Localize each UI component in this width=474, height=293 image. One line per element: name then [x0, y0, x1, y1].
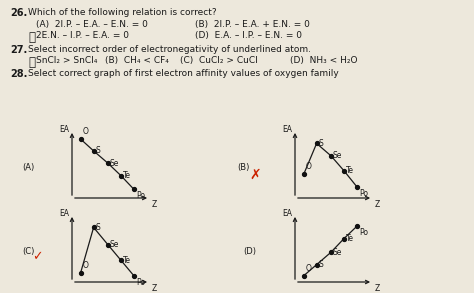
Text: Po: Po	[136, 191, 145, 200]
Text: Se: Se	[333, 151, 342, 160]
Text: Se: Se	[110, 240, 119, 249]
Text: Te: Te	[123, 171, 131, 180]
Text: Select incorrect order of electronegativity of underlined atom.: Select incorrect order of electronegativ…	[28, 45, 311, 54]
Text: EA: EA	[59, 125, 69, 134]
Text: (B)  CH₄ < CF₄: (B) CH₄ < CF₄	[105, 56, 169, 65]
Text: Se: Se	[110, 159, 119, 168]
Text: 26.: 26.	[10, 8, 27, 18]
Text: O: O	[82, 127, 89, 136]
Text: (A): (A)	[22, 163, 34, 172]
Text: (B): (B)	[237, 163, 249, 172]
Text: (A)  2I.P. – E.A. – E.N. = 0: (A) 2I.P. – E.A. – E.N. = 0	[36, 20, 148, 29]
Text: S: S	[96, 146, 100, 155]
Text: SnCl₂ > SnCl₄: SnCl₂ > SnCl₄	[36, 56, 97, 65]
Text: Se: Se	[333, 248, 342, 257]
Text: (D): (D)	[243, 247, 256, 256]
Text: Z: Z	[375, 200, 380, 209]
Text: Po: Po	[359, 228, 368, 237]
Text: (B)  2I.P. – E.A. + E.N. = 0: (B) 2I.P. – E.A. + E.N. = 0	[195, 20, 310, 29]
Text: Which of the following relation is correct?: Which of the following relation is corre…	[28, 8, 217, 17]
Text: ✗: ✗	[249, 168, 261, 182]
Text: Te: Te	[123, 256, 131, 265]
Text: Po: Po	[359, 189, 368, 198]
Text: S: S	[96, 223, 100, 232]
Text: Z: Z	[152, 200, 157, 209]
Text: (D)  E.A. – I.P. – E.N. = 0: (D) E.A. – I.P. – E.N. = 0	[195, 31, 302, 40]
Text: Ⓡ: Ⓡ	[28, 31, 35, 44]
Text: O: O	[82, 261, 89, 270]
Text: EA: EA	[282, 209, 292, 218]
Text: O: O	[306, 264, 311, 273]
Text: ✓: ✓	[32, 251, 42, 263]
Text: Te: Te	[346, 166, 354, 175]
Text: Te: Te	[346, 234, 354, 243]
Text: 27.: 27.	[10, 45, 27, 55]
Text: (C)  CuCl₂ > CuCl: (C) CuCl₂ > CuCl	[180, 56, 258, 65]
Text: 28.: 28.	[10, 69, 27, 79]
Text: Z: Z	[152, 284, 157, 293]
Text: S: S	[319, 139, 323, 148]
Text: Po: Po	[136, 278, 145, 287]
Text: O: O	[306, 162, 311, 171]
Text: Select correct graph of first electron affinity values of oxygen family: Select correct graph of first electron a…	[28, 69, 339, 78]
Text: EA: EA	[59, 209, 69, 218]
Text: EA: EA	[282, 125, 292, 134]
Text: Z: Z	[375, 284, 380, 293]
Text: Ⓐ: Ⓐ	[28, 56, 35, 69]
Text: 2E.N. – I.P. – E.A. = 0: 2E.N. – I.P. – E.A. = 0	[36, 31, 129, 40]
Text: (C): (C)	[22, 247, 35, 256]
Text: S: S	[319, 260, 323, 269]
Text: (D)  NH₃ < H₂O: (D) NH₃ < H₂O	[290, 56, 357, 65]
